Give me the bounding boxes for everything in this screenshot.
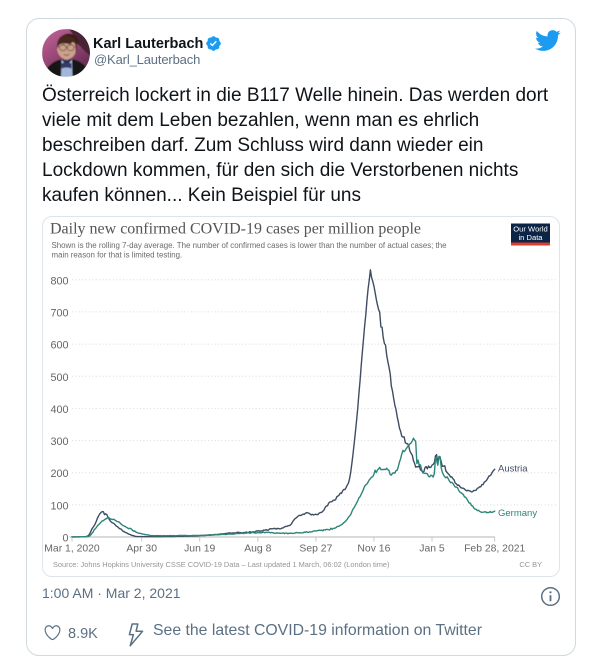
svg-text:Jun 19: Jun 19 (184, 544, 215, 555)
svg-text:Nov 16: Nov 16 (357, 544, 390, 555)
svg-text:Source: Johns Hopkins Universi: Source: Johns Hopkins University CSSE CO… (53, 560, 389, 569)
svg-text:Austria: Austria (498, 464, 528, 475)
svg-text:Shown is the rolling 7-day ave: Shown is the rolling 7-day average. The … (52, 241, 448, 250)
svg-text:700: 700 (50, 307, 68, 319)
svg-text:Jan 5: Jan 5 (419, 544, 445, 555)
svg-text:0: 0 (62, 533, 68, 545)
svg-text:600: 600 (50, 340, 68, 352)
svg-text:500: 500 (50, 372, 68, 384)
svg-text:Daily new confirmed COVID-19 c: Daily new confirmed COVID-19 cases per m… (50, 221, 421, 238)
svg-text:in Data: in Data (518, 233, 543, 242)
svg-text:Germany: Germany (498, 508, 537, 519)
svg-text:Our World: Our World (513, 225, 547, 234)
svg-text:Feb 28, 2021: Feb 28, 2021 (464, 544, 525, 555)
svg-text:main reason for that is limite: main reason for that is limited testing. (52, 251, 183, 260)
svg-text:800: 800 (50, 275, 68, 287)
svg-text:100: 100 (50, 500, 68, 512)
svg-text:CC BY: CC BY (519, 560, 542, 569)
svg-text:Mar 1, 2020: Mar 1, 2020 (44, 544, 100, 555)
svg-text:200: 200 (50, 468, 68, 480)
svg-text:Sep 27: Sep 27 (299, 544, 332, 555)
svg-text:Apr 30: Apr 30 (126, 544, 157, 555)
svg-text:Aug 8: Aug 8 (244, 544, 271, 555)
svg-text:400: 400 (50, 404, 68, 416)
svg-text:300: 300 (50, 436, 68, 448)
